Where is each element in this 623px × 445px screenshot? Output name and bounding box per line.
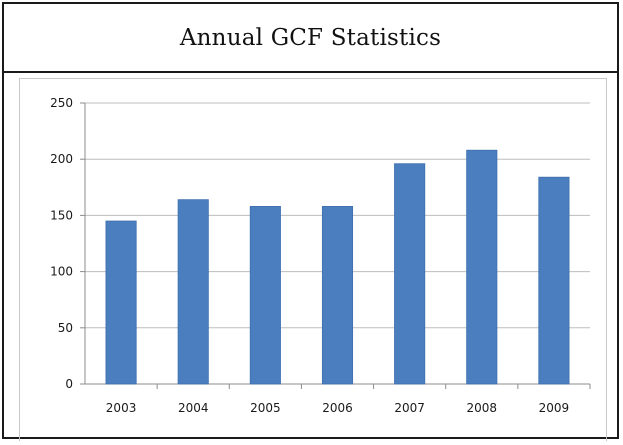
x-tick-label: 2008 [467,401,498,415]
x-tick-label: 2009 [539,401,570,415]
x-tick-label: 2003 [106,401,137,415]
figure-frame: Annual GCF Statistics 0 50 100 150 200 250 200… [2,2,619,441]
y-tick-label: 200 [50,152,73,166]
bar-chart: 0 50 100 150 200 250 2003 2004 2005 2006 2007 2008 2… [50,96,591,415]
bar-2007 [394,163,426,385]
title-row: Annual GCF Statistics [4,4,617,73]
bar-2003 [105,220,137,385]
bar-2009 [538,176,570,385]
x-tick-label: 2006 [322,401,353,415]
y-tick-label: 150 [50,208,73,222]
bar-2004 [177,199,209,385]
y-tick-label: 50 [58,321,73,335]
bar-2006 [321,206,354,385]
y-tick-label: 100 [50,265,73,279]
x-tick-label: 2007 [394,401,425,415]
x-tick-label: 2004 [178,401,209,415]
chart-area: 0 50 100 150 200 250 2003 2004 2005 2006 2007 2008 2… [19,78,607,441]
chart-title: Annual GCF Statistics [179,24,442,51]
bar-2005 [249,206,281,385]
x-tick-label: 2005 [250,401,281,415]
bar-2008 [466,149,498,385]
y-tick-label: 250 [50,96,73,110]
y-tick-label: 0 [65,377,73,391]
